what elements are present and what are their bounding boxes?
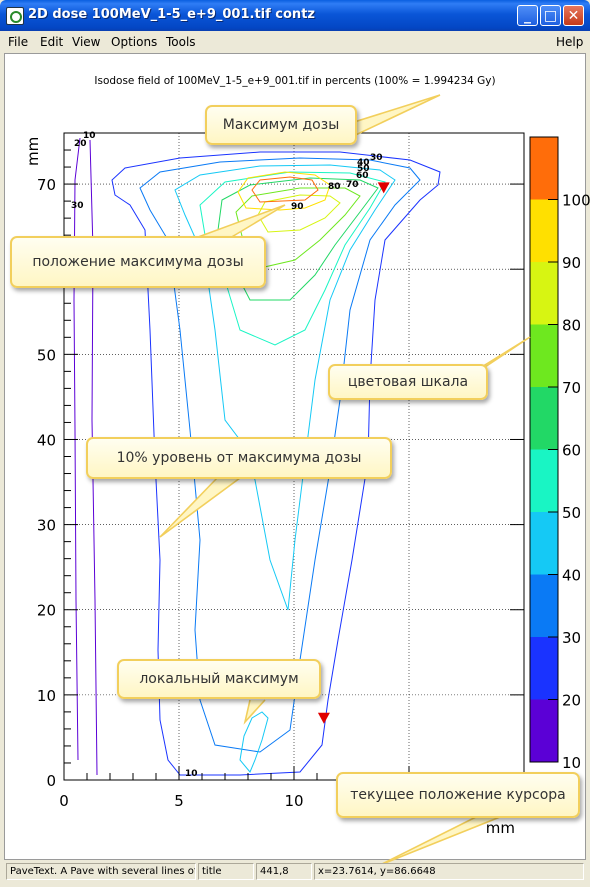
max-marker [317,712,330,724]
contour-100 [251,176,319,203]
contour-20-left [89,139,98,776]
title-bar: 2D dose 100MeV_1-5_e+9_001.tif contz _ □… [0,0,590,31]
contour-label: 30 [370,153,383,163]
contour-label: 50 [357,164,370,174]
contour-labels: 10 20 30 30 40 50 60 70 80 90 10 [71,131,383,779]
color-bar-tick-label: 30 [562,629,581,647]
color-bar-tick-label: 50 [562,504,581,522]
color-band [530,262,558,325]
contour-label: 20 [74,139,87,149]
color-bar-tick-label: 80 [562,317,581,335]
contour-label: 40 [357,158,370,168]
contour-label: 10 [83,131,96,141]
callout-local-max[interactable]: локальный максимум [117,659,321,699]
callout-color-scale[interactable]: цветовая шкала [328,364,488,400]
callout-cursor-position[interactable]: текущее положение курсора [336,772,580,818]
root-app-icon[interactable] [6,7,24,25]
contour-label: 90 [291,202,304,212]
color-band [530,449,558,512]
contour-local-max [239,711,269,773]
status-bar: PaveText. A Pave with several lines of t… [4,862,586,883]
contour-label: 60 [356,171,369,181]
color-band [530,199,558,262]
color-bar-tick-label: 20 [562,692,581,710]
contour-90 [237,171,331,211]
max-marker [377,182,390,194]
y-tick-label: 10 [37,687,56,705]
contour-label: 10 [185,769,198,779]
y-tick-label: 70 [37,176,56,194]
y-tick-label: 30 [37,517,56,535]
max-markers [317,182,390,724]
y-tick-label: 0 [46,772,56,790]
color-band [530,137,558,200]
x-tick-label: 0 [59,792,69,810]
contour-10-left [73,137,81,761]
status-pixel: 441,8 [256,863,312,880]
color-band [530,574,558,637]
menu-options[interactable]: Options [111,35,158,49]
callout-max-dose[interactable]: Максимум дозы [205,105,357,145]
status-info: PaveText. A Pave with several lines of [6,863,196,880]
callout-ten-percent[interactable]: 10% уровень от максимума дозы [86,437,392,479]
menu-tools[interactable]: Tools [166,35,196,49]
menu-view[interactable]: View [72,35,101,49]
color-band [530,699,558,762]
color-bar-tick-label: 40 [562,567,581,585]
y-tick-label: 50 [37,346,56,364]
menu-edit[interactable]: Edit [40,35,64,49]
menu-bar: File Edit View Options Tools Help [4,31,586,53]
color-bar-tick-label: 70 [562,379,581,397]
y-tick-label: 40 [37,431,56,449]
status-object: title [198,863,254,880]
contour-label: 30 [71,201,84,211]
contour-30 [139,157,421,753]
color-band [530,324,558,387]
maximize-button[interactable]: □ [540,5,561,26]
close-button[interactable]: ✕ [563,5,584,26]
menu-help[interactable]: Help [556,35,584,49]
x-axis-label: mm [486,819,515,837]
color-band [530,637,558,700]
window-title: 2D dose 100MeV_1-5_e+9_001.tif contz [28,7,315,22]
color-bar-tick-label: 60 [562,442,581,460]
color-scale: 10 20 30 40 50 60 70 80 90 100 [529,136,590,772]
contour-80 [257,194,341,233]
contour-70 [235,187,361,269]
color-band [530,387,558,450]
plot-title: Isodose field of 100MeV_1-5_e+9_001.tif … [94,75,495,87]
color-bar-tick-label: 10 [562,754,581,772]
x-tick-label: 5 [174,792,184,810]
y-axis: 010203040506070 [37,149,524,790]
y-axis-label: mm [24,137,42,166]
menu-file[interactable]: File [8,35,29,49]
callout-max-position[interactable]: положение максимума дозы [10,236,266,288]
contour-label: 80 [328,182,341,192]
color-bar-tick-label: 90 [562,254,581,272]
x-tick-label: 10 [284,792,303,810]
contour-40 [174,164,396,611]
contour-label: 70 [346,180,359,190]
minimize-button[interactable]: _ [517,5,538,26]
y-tick-label: 20 [37,602,56,620]
color-band [530,512,558,575]
color-bar-tick-label: 100 [562,192,590,210]
status-coords: x=23.7614, y=86.6648 [314,863,584,880]
contour-50 [199,171,386,346]
